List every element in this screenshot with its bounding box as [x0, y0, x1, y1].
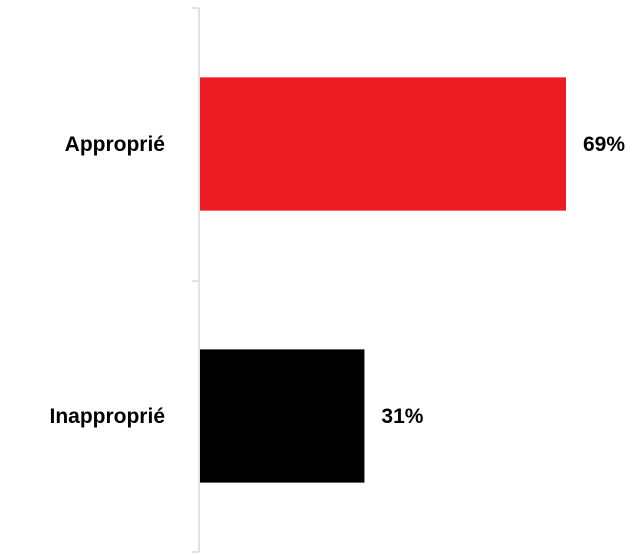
- bar-inapproprie: [200, 349, 365, 483]
- category-label-approprie: Approprié: [65, 133, 165, 156]
- bars-group: [200, 77, 566, 483]
- category-label-inapproprie: Inapproprié: [49, 405, 165, 428]
- labels-group: Approprié 69% Inapproprié 31%: [49, 133, 625, 428]
- value-label-inapproprie: 31%: [381, 405, 423, 428]
- bar-approprie: [200, 77, 566, 211]
- value-label-approprie: 69%: [583, 133, 625, 156]
